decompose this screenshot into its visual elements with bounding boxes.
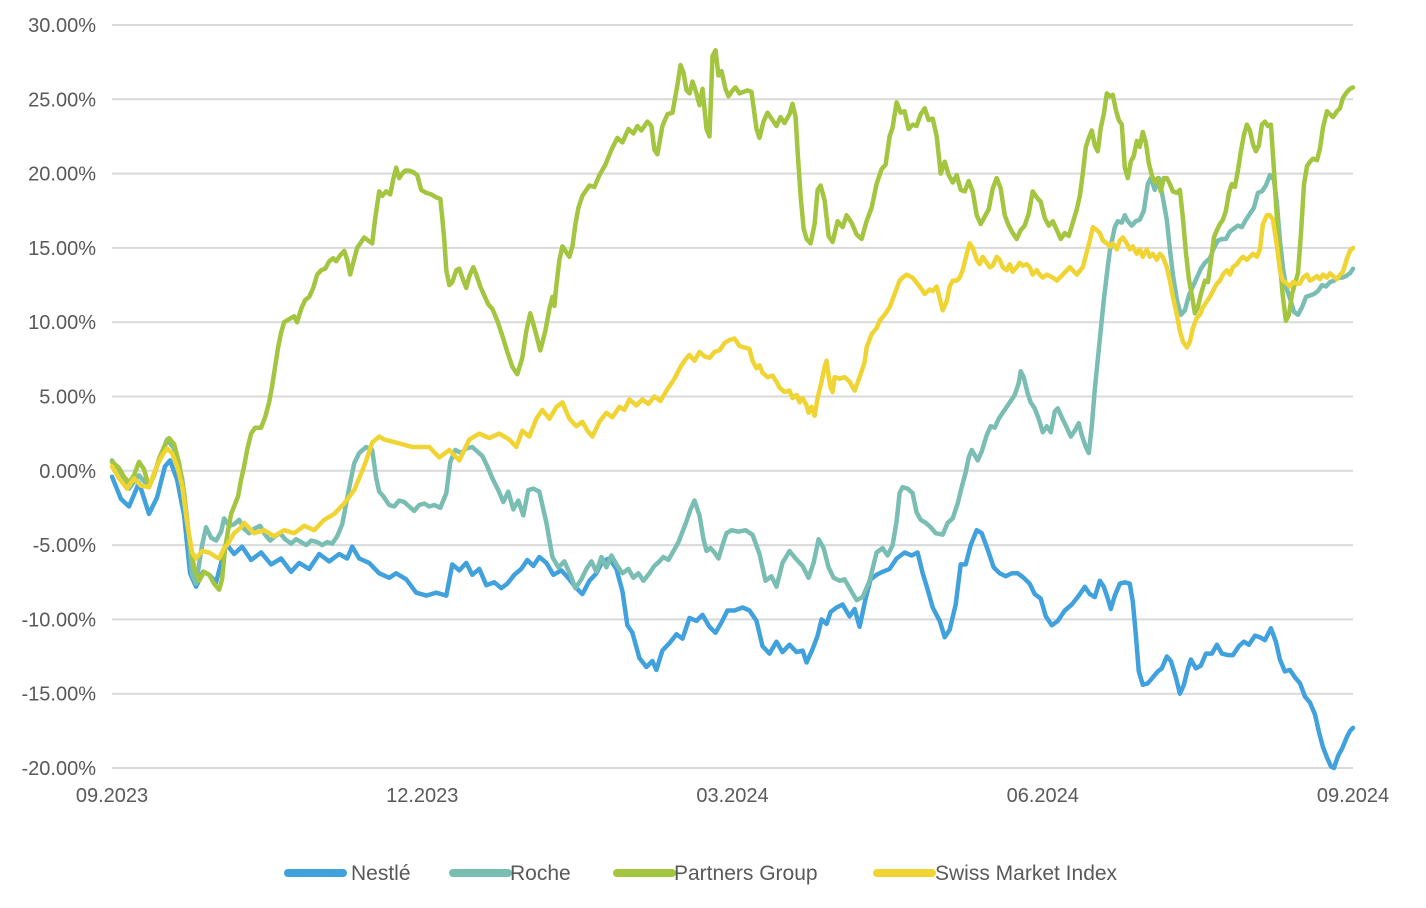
y-axis-tick-label: -15.00%	[22, 684, 97, 706]
y-axis-tick-label: 20.00%	[28, 164, 96, 186]
series-line-partners-group	[109, 48, 1356, 592]
y-axis-tick-label: 25.00%	[28, 89, 96, 111]
x-axis-tick-label: 09.2023	[76, 785, 148, 807]
y-axis-tick-label: -20.00%	[22, 758, 97, 780]
x-axis-tick-label: 12.2023	[386, 785, 458, 807]
legend-label-roche: Roche	[510, 862, 571, 885]
y-axis-tick-label: 30.00%	[28, 15, 96, 37]
legend-label-nestl-: Nestlé	[351, 862, 411, 885]
y-axis-tick-label: 5.00%	[39, 387, 96, 409]
series-line-swiss-market-index	[109, 212, 1356, 561]
x-axis-tick-label: 06.2024	[1007, 785, 1079, 807]
y-axis-tick-label: -5.00%	[33, 535, 97, 557]
y-axis-tick-label: -10.00%	[22, 609, 97, 631]
y-axis-tick-label: 10.00%	[28, 312, 96, 334]
series-line-nestl-	[109, 458, 1356, 771]
y-axis-tick-label: 15.00%	[28, 238, 96, 260]
x-axis-tick-label: 09.2024	[1317, 785, 1389, 807]
series-line-roche	[109, 172, 1356, 603]
legend-label-swiss-market-index: Swiss Market Index	[935, 862, 1118, 885]
y-axis-tick-label: 0.00%	[39, 461, 96, 483]
x-axis-tick-label: 03.2024	[696, 785, 768, 807]
legend-label-partners-group: Partners Group	[674, 862, 818, 885]
